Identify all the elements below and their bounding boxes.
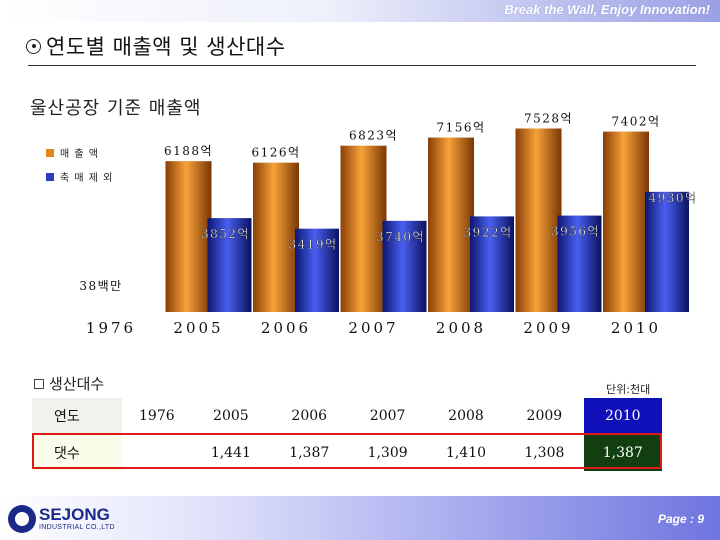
logo-emblem-icon [8,505,36,533]
logo-subtitle: INDUSTRIAL CO.,LTD [39,524,115,531]
sales-data-label: 7528억 [524,112,573,126]
square-bullet-icon [34,378,44,389]
sales-bar-chart: 38백만 1976 6188억 3852억 2005 6126억 3419억 2006 6823… [46,112,697,337]
year-cell: 2008 [426,398,506,435]
production-heading-text: 생산대수 [49,375,105,393]
excluded-data-label: 3922억 [463,225,512,239]
count-cell: 1,441 [210,445,251,461]
unit-label: 단위:천대 [606,383,651,396]
excluded-data-label: 3419억 [288,238,337,252]
sales-bar [428,137,474,312]
production-table: 연도 1976 2005 2006 2007 2008 2009 2010 댓수… [32,398,662,471]
year-cell: 2009 [505,398,584,435]
title-row: 연도별 매출액 및 생산대수 [26,32,286,60]
count-cell: 1,410 [445,445,487,461]
page-title: 연도별 매출액 및 생산대수 [46,35,286,59]
sales-data-label: 6823억 [349,129,398,143]
title-divider [28,65,696,66]
excluded-data-label: 3852억 [201,227,250,241]
excluded-data-label: 3740억 [376,230,425,244]
excluded-data-label: 3956억 [551,225,600,239]
count-cell: 1,308 [524,445,565,461]
legend-label: 축 매 제 외 [60,172,113,184]
page-number: Page : 9 [657,512,704,526]
x-tick-label: 1976 [86,319,136,337]
production-heading: 생산대수 [34,373,104,394]
table-row-counts: 댓수 1,441 1,387 1,309 1,410 1,308 1,387 [32,434,662,472]
company-logo: SEJONG INDUSTRIAL CO.,LTD [8,505,115,533]
count-cell-highlighted: 1,387 [583,434,662,471]
sales-bar [515,128,562,312]
slogan-text: Break the Wall, Enjoy Innovation! [504,2,710,17]
sales-data-label: 6188억 [164,144,213,158]
sales-bar [253,162,299,312]
chart-heading: 울산공장 기준 매출액 [30,98,202,119]
excluded-bar [295,228,339,312]
count-cell: 1,309 [367,445,408,461]
x-tick-label: 2005 [173,319,223,337]
year-cell: 2006 [270,398,349,435]
excluded-bar [207,218,252,312]
legend-label: 매 출 액 [60,148,99,160]
x-tick-label: 2009 [523,319,573,337]
table-row-years: 연도 1976 2005 2006 2007 2008 2009 2010 [32,398,662,435]
sales-data-label: 38백만 [79,279,122,293]
excluded-bar [645,191,689,312]
logo-text: SEJONG INDUSTRIAL CO.,LTD [39,506,115,532]
logo-name: SEJONG [39,505,110,524]
legend-swatch [46,173,54,181]
sales-data-label: 7156억 [436,121,485,135]
year-cell-highlighted: 2010 [583,398,662,435]
count-cell: 1,387 [289,445,330,461]
excluded-bar [382,220,427,312]
count-row-label: 댓수 [32,434,122,471]
year-row-label: 연도 [32,398,122,435]
x-tick-label: 2006 [261,319,311,337]
sales-bar [165,161,212,312]
excluded-data-label: 4930억 [648,191,697,205]
excluded-bar [470,216,514,312]
sales-bar [340,145,387,312]
sales-data-label: 6126억 [251,146,300,160]
x-tick-label: 2008 [436,319,486,337]
sales-data-label: 7402억 [611,115,660,129]
year-cell: 2005 [191,398,271,435]
sales-bar [603,131,649,312]
footer-band [0,496,720,540]
excluded-bar [557,215,602,312]
x-tick-label: 2007 [348,319,398,337]
count-cell [122,435,192,472]
header-band [0,0,720,22]
circle-bullet-icon [26,38,41,54]
x-tick-label: 2010 [611,319,661,337]
legend-swatch [46,149,54,157]
year-cell: 2007 [348,398,427,435]
year-cell: 1976 [122,398,192,435]
